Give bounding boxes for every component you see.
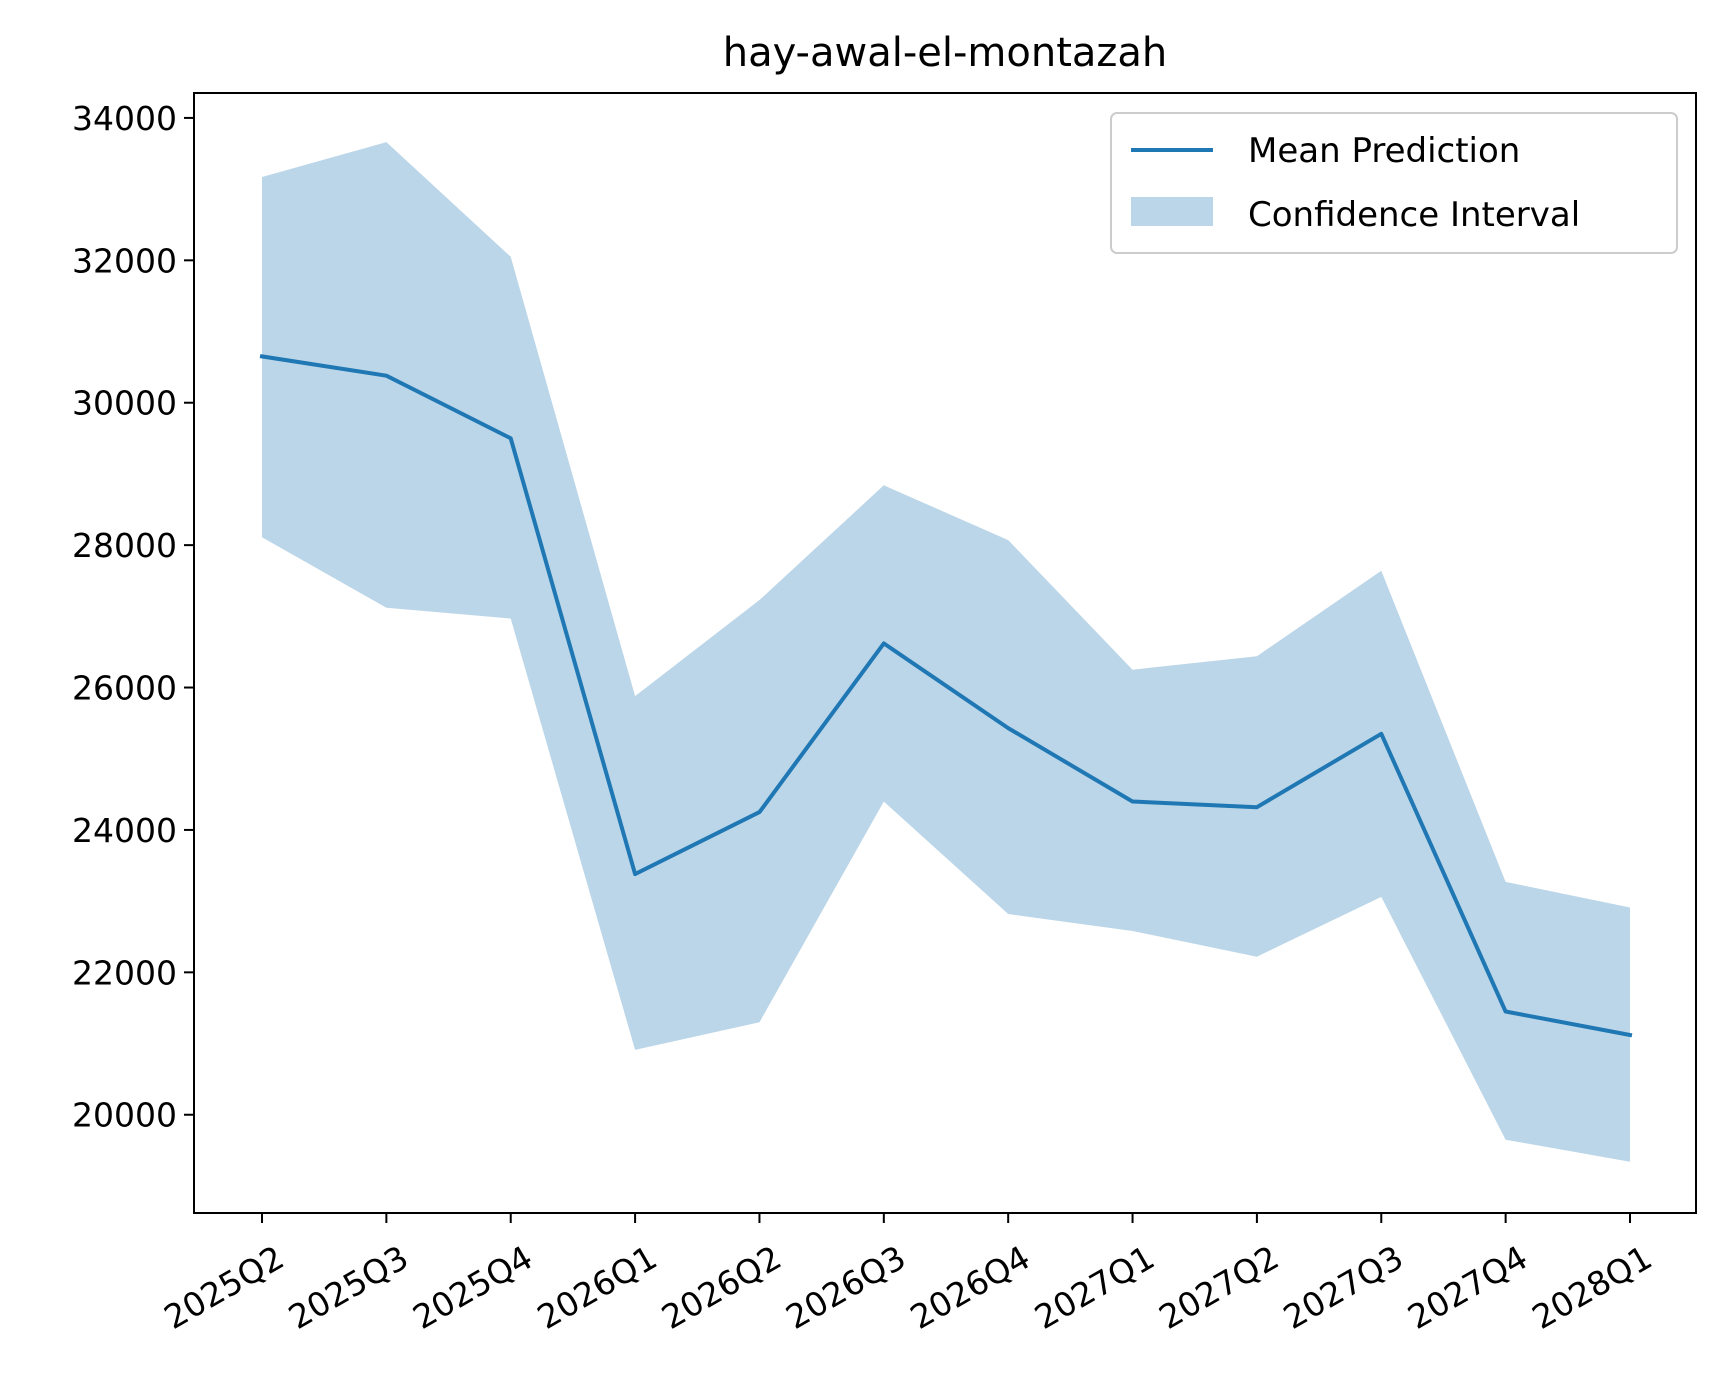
y-tick-label: 22000 — [72, 953, 177, 992]
legend-band-swatch — [1131, 197, 1213, 226]
mean-prediction-point — [1629, 1034, 1631, 1036]
mean-prediction-line — [259, 354, 1633, 1038]
legend: Mean Prediction Confidence Interval — [1110, 112, 1678, 254]
legend-label-confidence-interval: Confidence Interval — [1248, 195, 1580, 235]
confidence-interval-band — [262, 142, 1630, 1162]
mean-prediction-point — [883, 642, 885, 644]
y-tick-label: 24000 — [72, 811, 177, 850]
mean-prediction-point — [1256, 806, 1258, 808]
y-tick-label: 20000 — [72, 1096, 177, 1135]
y-tick-label: 32000 — [72, 241, 177, 280]
mean-line-layer — [259, 354, 1633, 1038]
mean-prediction-point — [510, 437, 512, 439]
mean-prediction-point — [758, 811, 760, 813]
y-tick-label: 34000 — [72, 99, 177, 138]
y-tick-label: 30000 — [72, 384, 177, 423]
legend-label-mean-prediction: Mean Prediction — [1248, 131, 1520, 171]
mean-prediction-point — [1132, 800, 1134, 802]
y-tick-label: 26000 — [72, 669, 177, 708]
mean-prediction-point — [1007, 727, 1009, 729]
y-tick-label: 28000 — [72, 526, 177, 565]
mean-prediction-point — [1380, 733, 1382, 735]
mean-prediction-point — [634, 873, 636, 875]
plot-frame — [193, 92, 1697, 1214]
mean-prediction-point — [261, 355, 263, 357]
legend-box — [1110, 112, 1678, 254]
chart-title: hay-awal-el-montazah — [723, 30, 1168, 76]
mean-prediction-point — [1505, 1010, 1507, 1012]
confidence-band-layer — [262, 142, 1630, 1162]
mean-prediction-point — [385, 375, 387, 377]
